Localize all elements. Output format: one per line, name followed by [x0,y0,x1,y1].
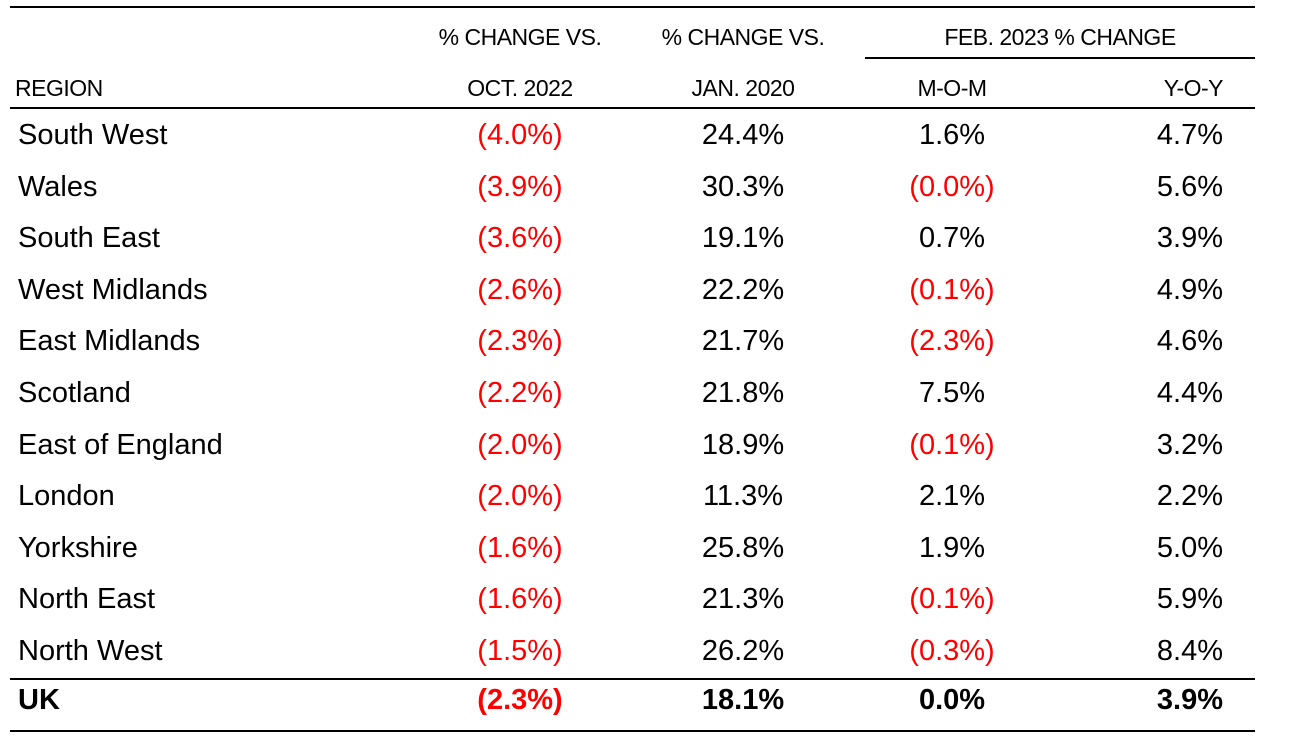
vs-oct-2022-cell: (2.3%) [477,325,563,358]
mom-cell: 0.7% [918,222,986,255]
vs-oct-2022-cell: (1.5%) [477,635,563,667]
mom-cell: (0.3%) [909,635,995,667]
vs-jan-2020-cell: 21.7% [701,325,785,358]
region-cell: South East [18,222,160,255]
vs-oct-2022-cell: (1.6%) [477,531,563,564]
vs-oct-2022-cell: (2.2%) [477,377,563,409]
region-cell: North East [18,583,155,616]
mom-cell: (0.1%) [909,428,995,461]
region-cell: South West [18,119,168,151]
mom-cell: 2.1% [918,480,986,513]
region-cell: UK [18,684,60,716]
vs-jan-2020-cell: 24.4% [701,119,785,151]
mom-cell: 7.5% [918,377,986,409]
mom-cell: (0.1%) [909,273,995,306]
yoy-cell: 4.9% [1156,273,1223,306]
yoy-cell: 3.2% [1156,428,1223,461]
mom-cell: 1.9% [918,531,986,564]
bottom-rule [10,730,1255,732]
mom-cell: (0.0%) [909,170,995,203]
region-cell: Yorkshire [18,531,138,564]
region-cell: Scotland [18,377,131,409]
total-rule [10,678,1255,680]
yoy-cell: 3.9% [1156,222,1223,255]
vs-oct-2022-cell: (2.6%) [477,273,563,306]
header-rule [10,107,1255,109]
vs-jan-2020-cell: 21.3% [701,583,785,616]
yoy-cell: 5.9% [1156,583,1223,616]
yoy-cell: 4.6% [1156,325,1223,358]
regional-change-table: % CHANGE VS. % CHANGE VS. FEB. 2023 % CH… [10,0,1255,743]
vs-jan-2020-cell: 18.9% [701,428,785,461]
col-oct-header-line1: % CHANGE VS. [438,24,602,50]
yoy-cell: 3.9% [1156,684,1223,716]
col-oct-header-line2: OCT. 2022 [467,75,573,101]
vs-oct-2022-cell: (3.9%) [477,170,563,203]
region-cell: West Midlands [18,273,208,306]
region-cell: East of England [18,428,223,461]
vs-jan-2020-cell: 26.2% [701,635,785,667]
vs-oct-2022-cell: (2.0%) [477,480,563,513]
mom-cell: 1.6% [918,119,986,151]
yoy-header: Y-O-Y [1163,75,1224,101]
vs-jan-2020-cell: 25.8% [701,531,785,564]
region-cell: North West [18,635,163,667]
col-jan-header-line1: % CHANGE VS. [661,24,825,50]
mom-header: M-O-M [917,75,987,101]
region-cell: Wales [18,170,98,203]
region-cell: East Midlands [18,325,201,358]
vs-jan-2020-cell: 18.1% [701,684,785,716]
vs-jan-2020-cell: 19.1% [701,222,785,255]
col-jan-header-line2: JAN. 2020 [691,75,795,101]
mom-cell: 0.0% [918,684,986,716]
yoy-cell: 4.7% [1156,119,1223,151]
vs-oct-2022-cell: (2.0%) [477,428,563,461]
vs-jan-2020-cell: 11.3% [702,480,784,513]
mom-cell: (0.1%) [909,583,995,616]
vs-jan-2020-cell: 22.2% [701,273,785,306]
vs-oct-2022-cell: (2.3%) [477,684,563,716]
vs-oct-2022-cell: (1.6%) [477,583,563,616]
vs-jan-2020-cell: 30.3% [701,170,785,203]
yoy-cell: 8.4% [1156,635,1223,667]
vs-oct-2022-cell: (3.6%) [477,222,563,255]
top-rule [10,6,1255,8]
yoy-cell: 4.4% [1156,377,1223,409]
mom-cell: (2.3%) [909,325,995,358]
yoy-cell: 2.2% [1156,480,1223,513]
yoy-cell: 5.0% [1156,531,1223,564]
group-underline [865,57,1255,59]
feb-2023-group-header: FEB. 2023 % CHANGE [944,24,1176,50]
yoy-cell: 5.6% [1156,170,1223,203]
region-cell: London [18,480,115,513]
vs-jan-2020-cell: 21.8% [701,377,785,409]
vs-oct-2022-cell: (4.0%) [477,119,563,151]
region-header: REGION [15,75,103,101]
